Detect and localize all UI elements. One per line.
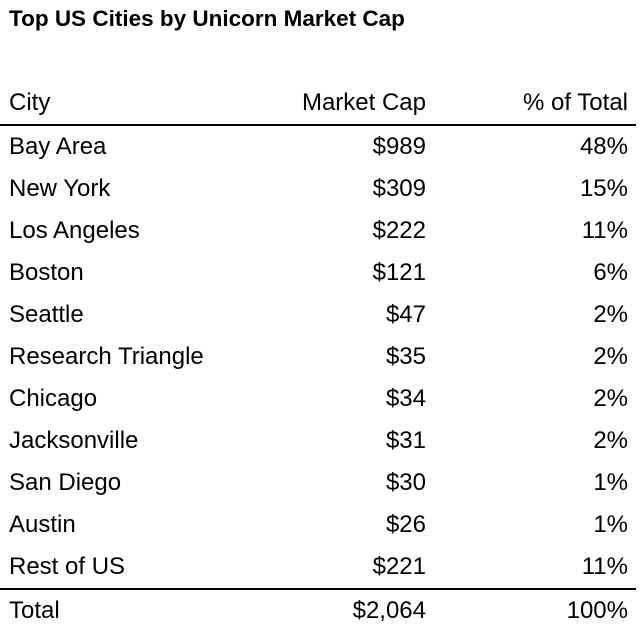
header-percent-of-total: % of Total [523,89,628,116]
city-cell: Austin [9,511,76,538]
percent-cell: 48% [579,133,628,160]
header-city: City [9,89,51,116]
market-cap-cell: $222 [372,217,426,244]
percent-cell: 11% [581,553,628,580]
market-cap-cell: $309 [372,175,426,202]
city-cell: Seattle [9,301,84,328]
percent-cell: 11% [581,217,628,244]
city-cell: Boston [9,259,84,286]
city-cell: Los Angeles [9,217,140,244]
table-title: Top US Cities by Unicorn Market Cap [9,6,405,31]
table-row: Chicago $34 2% [0,378,636,420]
header-row: City Market Cap % of Total [0,82,636,125]
percent-cell: 2% [593,385,628,412]
percent-cell: 2% [593,343,628,370]
market-cap-cell: $121 [372,259,426,286]
total-row: Total $2,064 100% [0,589,636,632]
market-cap-cell: $35 [385,343,426,370]
table-row: Research Triangle $35 2% [0,336,636,378]
market-cap-cell: $26 [385,511,426,538]
total-market-cap: $2,064 [352,597,426,624]
table-row: Rest of US $221 11% [0,546,636,589]
market-cap-table: City Market Cap % of Total Bay Area $989 4… [0,82,636,632]
market-cap-cell: $989 [372,133,426,160]
percent-cell: 1% [593,469,628,496]
header-market-cap: Market Cap [301,89,426,116]
city-cell: New York [9,175,111,202]
total-percent: 100% [566,597,628,624]
total-label: Total [9,597,60,624]
percent-cell: 15% [579,175,628,202]
table-row: Jacksonville $31 2% [0,420,636,462]
table-row: Boston $121 6% [0,252,636,294]
market-cap-cell: $34 [385,385,426,412]
city-cell: Chicago [9,385,98,412]
table-row: Seattle $47 2% [0,294,636,336]
market-cap-cell: $31 [385,427,426,454]
table-row: San Diego $30 1% [0,462,636,504]
city-cell: Research Triangle [9,343,204,370]
table-row: Los Angeles $222 11% [0,210,636,252]
city-cell: Rest of US [9,553,126,580]
table-row: Bay Area $989 48% [0,125,636,168]
market-cap-cell: $221 [372,553,426,580]
percent-cell: 1% [593,511,628,538]
market-cap-cell: $47 [385,301,426,328]
table-row: Austin $26 1% [0,504,636,546]
city-cell: Jacksonville [9,427,139,454]
market-cap-cell: $30 [385,469,426,496]
percent-cell: 6% [593,259,628,286]
percent-cell: 2% [593,301,628,328]
table-row: New York $309 15% [0,168,636,210]
city-cell: Bay Area [9,133,107,160]
table-body: Bay Area $989 48% New York $309 15% Los Angele… [0,125,636,589]
city-cell: San Diego [9,469,122,496]
percent-cell: 2% [593,427,628,454]
